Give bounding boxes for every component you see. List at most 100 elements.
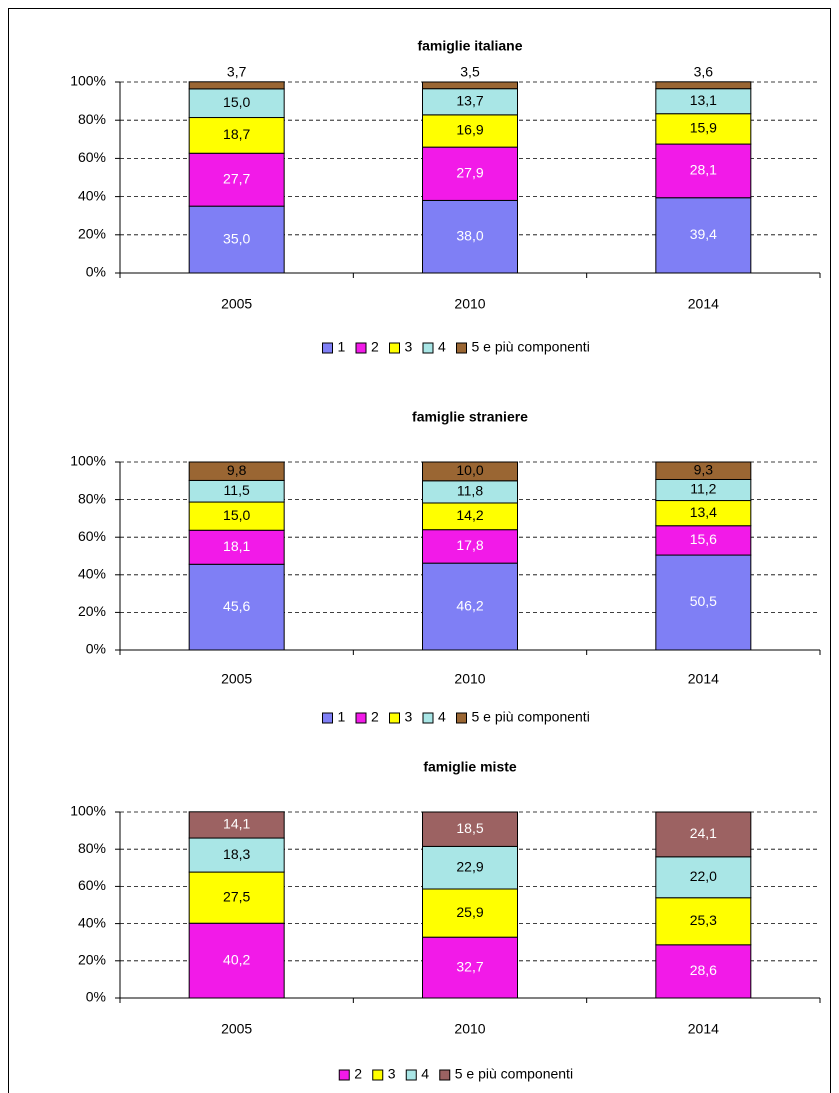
bar-segment bbox=[188, 81, 285, 90]
data-label: 9,3 bbox=[694, 461, 714, 477]
bar-segment bbox=[188, 88, 285, 119]
bar-segment bbox=[422, 461, 518, 482]
data-label: 27,9 bbox=[456, 164, 483, 180]
data-label: 18,7 bbox=[223, 126, 250, 142]
data-label: 28,6 bbox=[690, 962, 717, 978]
chart-title: famiglie straniere bbox=[412, 409, 528, 425]
data-label: 24,1 bbox=[690, 825, 717, 841]
data-label: 13,7 bbox=[456, 92, 483, 108]
x-tick-label: 2005 bbox=[221, 671, 252, 687]
bar-segment bbox=[422, 199, 518, 274]
data-label: 16,9 bbox=[456, 122, 483, 138]
data-label: 22,0 bbox=[690, 868, 717, 884]
data-label: 3,6 bbox=[694, 64, 714, 80]
legend-label: 2 bbox=[371, 339, 379, 355]
data-label: 3,5 bbox=[460, 64, 480, 80]
bar-segment bbox=[422, 502, 518, 531]
bar-segment bbox=[188, 811, 285, 839]
data-label: 3,7 bbox=[227, 64, 247, 80]
data-label: 9,8 bbox=[227, 462, 247, 478]
legend-swatch bbox=[456, 342, 467, 354]
bar-segment bbox=[655, 143, 752, 199]
bar-segment bbox=[422, 936, 518, 999]
data-label: 27,7 bbox=[223, 170, 250, 186]
y-tick-label: 40% bbox=[78, 566, 106, 582]
data-label: 10,0 bbox=[456, 462, 483, 478]
x-tick-label: 2010 bbox=[454, 296, 485, 312]
bar-segment bbox=[188, 152, 285, 207]
bar-segment bbox=[422, 811, 518, 847]
data-label: 15,9 bbox=[690, 120, 717, 136]
bar-segment bbox=[422, 81, 518, 90]
y-tick-label: 100% bbox=[70, 453, 106, 469]
data-label: 17,8 bbox=[456, 537, 483, 553]
data-label: 18,1 bbox=[223, 538, 250, 554]
bar-segment bbox=[655, 197, 752, 274]
data-label: 22,9 bbox=[456, 858, 483, 874]
legend-swatch bbox=[389, 712, 400, 724]
bar-segment bbox=[188, 871, 285, 924]
data-label: 15,6 bbox=[690, 531, 717, 547]
bar-segment bbox=[188, 922, 285, 999]
y-tick-label: 40% bbox=[78, 914, 106, 930]
legend-swatch bbox=[422, 342, 434, 354]
y-tick-label: 20% bbox=[78, 226, 106, 242]
bar-segment bbox=[188, 205, 285, 274]
data-label: 14,1 bbox=[223, 816, 250, 832]
bar-segment bbox=[188, 837, 285, 873]
legend-swatch bbox=[372, 1069, 384, 1081]
data-label: 15,0 bbox=[223, 94, 250, 110]
x-tick-label: 2005 bbox=[221, 1021, 252, 1037]
data-label: 13,1 bbox=[690, 92, 717, 108]
bar-segment bbox=[422, 146, 518, 201]
data-label: 14,2 bbox=[456, 507, 483, 523]
x-tick-label: 2014 bbox=[688, 1021, 719, 1037]
bar-segment bbox=[655, 500, 752, 527]
data-label: 28,1 bbox=[690, 162, 717, 178]
legend-label: 4 bbox=[438, 339, 446, 355]
legend-label: 5 e più componenti bbox=[455, 1066, 573, 1082]
x-tick-label: 2010 bbox=[454, 1021, 485, 1037]
x-tick-label: 2014 bbox=[688, 671, 719, 687]
data-label: 32,7 bbox=[456, 958, 483, 974]
bar-segment bbox=[655, 525, 752, 556]
bar-segment bbox=[655, 811, 752, 858]
data-label: 50,5 bbox=[690, 593, 717, 609]
y-tick-label: 0% bbox=[86, 989, 106, 1005]
legend-label: 5 e più componenti bbox=[472, 339, 590, 355]
y-tick-label: 80% bbox=[78, 111, 106, 127]
data-label: 11,8 bbox=[457, 483, 483, 499]
data-label: 27,5 bbox=[223, 888, 250, 904]
data-label: 18,5 bbox=[456, 820, 483, 836]
bar-segment bbox=[655, 944, 752, 999]
y-tick-label: 0% bbox=[86, 641, 106, 657]
data-label: 46,2 bbox=[456, 597, 483, 613]
y-tick-label: 60% bbox=[78, 877, 106, 893]
legend-swatch bbox=[422, 712, 434, 724]
y-tick-label: 40% bbox=[78, 187, 106, 203]
bar-segment bbox=[188, 563, 285, 651]
legend-label: 5 e più componenti bbox=[472, 709, 590, 725]
y-tick-label: 20% bbox=[78, 952, 106, 968]
legend-label: 4 bbox=[438, 709, 446, 725]
data-label: 18,3 bbox=[223, 846, 250, 862]
bar-segment bbox=[188, 501, 285, 531]
legend-label: 4 bbox=[421, 1066, 429, 1082]
x-tick-label: 2010 bbox=[454, 671, 485, 687]
legend-label: 1 bbox=[338, 339, 346, 355]
data-label: 25,3 bbox=[690, 912, 717, 928]
data-label: 13,4 bbox=[690, 504, 717, 520]
y-tick-label: 20% bbox=[78, 603, 106, 619]
y-tick-label: 60% bbox=[78, 149, 106, 165]
legend-swatch bbox=[355, 342, 367, 354]
bar-segment bbox=[655, 88, 752, 115]
data-label: 39,4 bbox=[690, 226, 717, 242]
legend-swatch bbox=[355, 712, 367, 724]
frame bbox=[8, 8, 831, 1093]
data-label: 15,0 bbox=[223, 507, 250, 523]
y-tick-label: 80% bbox=[78, 490, 106, 506]
bar-segment bbox=[422, 114, 518, 148]
bar-segment bbox=[422, 845, 518, 890]
x-tick-label: 2014 bbox=[688, 296, 719, 312]
legend-swatch bbox=[405, 1069, 417, 1081]
